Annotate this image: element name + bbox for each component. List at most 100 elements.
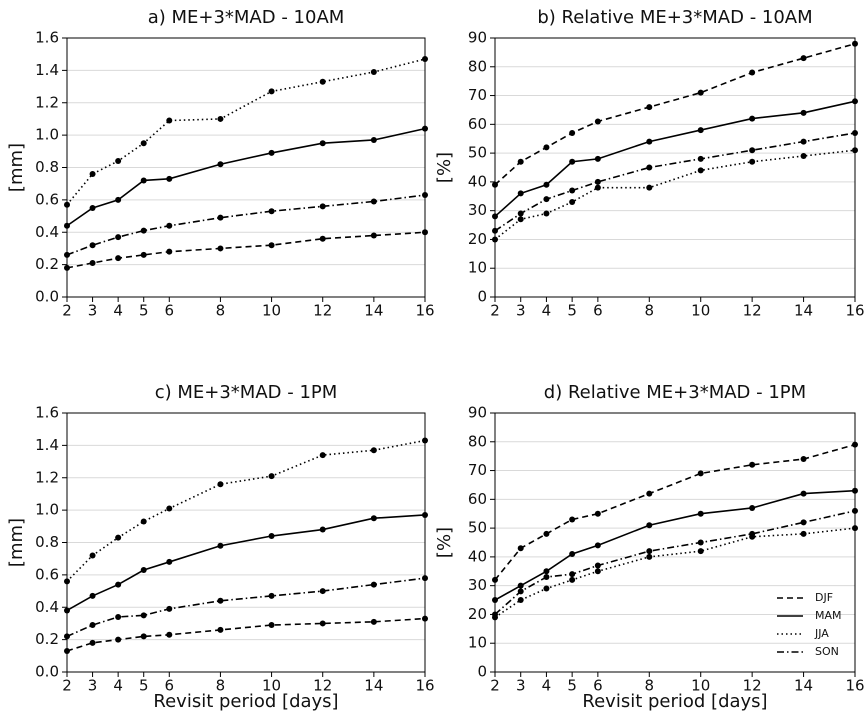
data-point	[64, 251, 70, 258]
x-tick-label: 12	[313, 677, 332, 695]
y-tick-label: 10	[468, 634, 487, 652]
x-tick-label: 16	[415, 302, 434, 320]
data-point	[517, 597, 524, 604]
data-point	[319, 78, 326, 85]
y-tick-label: 1.0	[35, 126, 59, 144]
y-tick-label: 10	[468, 259, 487, 277]
data-point	[594, 118, 601, 125]
data-point	[319, 203, 326, 210]
data-point	[646, 164, 653, 171]
data-point	[64, 201, 70, 208]
y-tick-label: 90	[468, 29, 487, 47]
data-point	[543, 181, 550, 188]
data-point	[217, 542, 224, 549]
x-tick-label: 12	[743, 302, 762, 320]
data-point	[543, 574, 550, 581]
data-point	[569, 129, 576, 136]
series-line	[66, 577, 426, 638]
data-point	[569, 516, 576, 523]
data-point	[517, 216, 524, 223]
x-tick-label: 2	[62, 302, 72, 320]
data-point	[594, 184, 601, 191]
data-point	[319, 235, 326, 242]
data-point	[646, 138, 653, 145]
data-point	[594, 542, 601, 549]
data-point	[217, 481, 224, 488]
data-point	[517, 588, 524, 595]
data-point	[594, 562, 601, 569]
data-point	[89, 242, 96, 249]
x-tick-label: 6	[165, 677, 175, 695]
data-point	[543, 196, 550, 203]
legend-label: DJF	[815, 591, 833, 604]
data-point	[422, 437, 428, 444]
y-tick-label: 1.0	[35, 501, 59, 519]
series-line	[494, 42, 856, 186]
data-point	[89, 170, 96, 177]
data-point	[319, 140, 326, 147]
data-point	[569, 551, 576, 558]
data-point	[89, 260, 96, 267]
data-point	[569, 576, 576, 583]
x-tick-label: 4	[113, 677, 123, 695]
series-line	[494, 489, 856, 601]
data-point	[370, 232, 377, 239]
y-axis-label: [mm]	[6, 518, 27, 567]
y-tick-label: 0.4	[35, 598, 59, 616]
data-point	[749, 504, 756, 511]
data-point	[166, 222, 173, 229]
legend-label: MAM	[815, 609, 842, 622]
y-tick-label: 0.6	[35, 190, 59, 208]
data-point	[268, 88, 275, 95]
data-point	[594, 510, 601, 517]
y-tick-label: 0.8	[35, 158, 59, 176]
y-tick-label: 0.0	[35, 663, 59, 681]
series-line	[66, 58, 426, 206]
data-point	[800, 530, 807, 537]
x-tick-label: 5	[567, 677, 577, 695]
data-point	[697, 167, 704, 174]
y-tick-label: 0.2	[35, 630, 59, 648]
data-point	[89, 622, 96, 629]
x-tick-label: 10	[691, 677, 710, 695]
x-tick-label: 5	[567, 302, 577, 320]
x-tick-label: 10	[262, 302, 281, 320]
series-line	[66, 617, 426, 652]
data-point	[800, 152, 807, 159]
series-line	[66, 231, 426, 269]
data-point	[140, 633, 147, 640]
x-tick-label: 6	[593, 302, 603, 320]
x-tick-label: 14	[794, 302, 813, 320]
data-point	[217, 597, 224, 604]
data-point	[115, 234, 122, 241]
x-tick-label: 8	[645, 302, 655, 320]
data-point	[64, 607, 70, 614]
x-tick-label: 12	[313, 302, 332, 320]
data-point	[852, 525, 858, 532]
y-tick-label: 1.6	[35, 29, 59, 47]
data-point	[140, 251, 147, 258]
data-point	[543, 585, 550, 592]
data-point	[594, 155, 601, 162]
data-point	[370, 198, 377, 205]
series-line	[66, 514, 426, 612]
plot-frame	[494, 37, 856, 298]
x-tick-label: 5	[139, 302, 149, 320]
y-tick-label: 60	[468, 490, 487, 508]
data-point	[166, 631, 173, 638]
y-tick-label: 20	[468, 230, 487, 248]
y-tick-label: 90	[468, 404, 487, 422]
data-point	[800, 456, 807, 463]
data-point	[422, 229, 428, 236]
data-point	[89, 639, 96, 646]
y-axis-label: [%]	[434, 527, 455, 558]
x-axis-label: Revisit period [days]	[582, 691, 767, 712]
data-point	[697, 127, 704, 134]
data-point	[492, 576, 498, 583]
y-tick-label: 50	[468, 519, 487, 537]
x-tick-label: 14	[364, 302, 383, 320]
y-tick-label: 70	[468, 86, 487, 104]
x-tick-label: 5	[139, 677, 149, 695]
series-line	[494, 510, 856, 616]
data-point	[64, 578, 70, 585]
